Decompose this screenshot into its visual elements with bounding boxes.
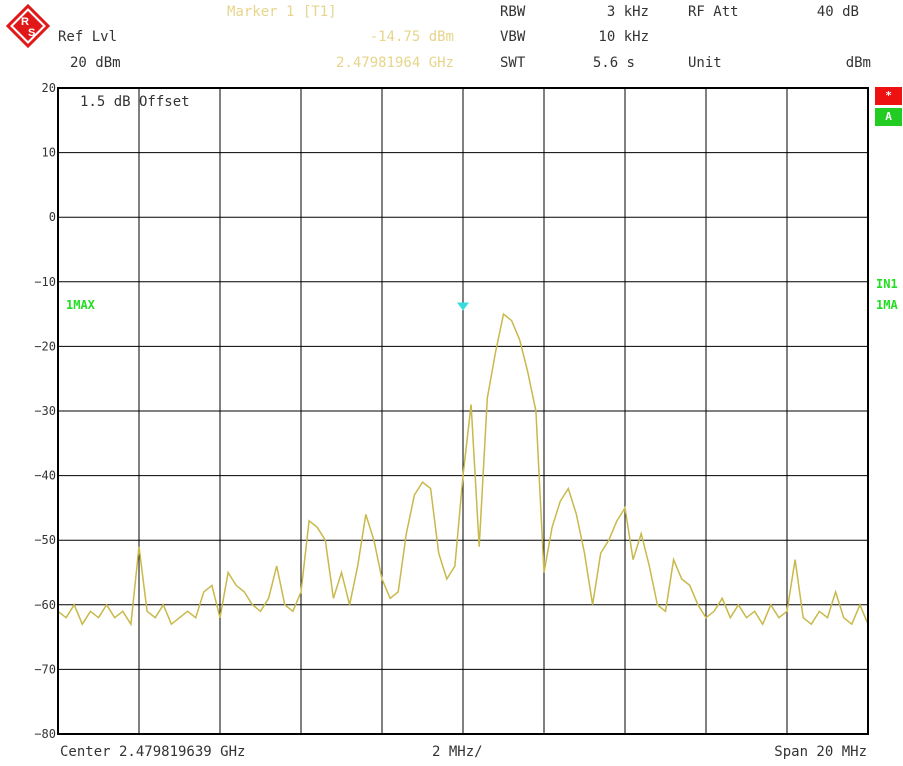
- offset-annotation: 1.5 dB Offset: [80, 94, 190, 110]
- grid: [58, 88, 868, 734]
- input-indicator: IN1: [876, 277, 898, 291]
- division-scale: 2 MHz/: [432, 744, 483, 760]
- span: Span 20 MHz: [774, 744, 867, 760]
- marker-frequency: 2.47981964 GHz: [335, 55, 454, 71]
- ref-level-value: 20 dBm: [70, 55, 121, 71]
- y-tick-label: −80: [34, 727, 56, 741]
- vbw-label: VBW: [500, 29, 526, 45]
- status-badge-a: A: [875, 108, 902, 126]
- swt-value: 5.6 s: [592, 55, 635, 71]
- swt-label: SWT: [500, 55, 526, 71]
- trace-line: [57, 312, 869, 627]
- y-tick-label: −60: [34, 598, 56, 612]
- rbw-value: 3 kHz: [606, 4, 649, 20]
- rf-att-label: RF Att: [688, 4, 739, 20]
- unit-value: dBm: [845, 55, 871, 71]
- y-tick-label: −30: [34, 404, 56, 418]
- ref-level-label: Ref Lvl: [58, 29, 118, 45]
- marker-title: Marker 1 [T1]: [227, 4, 337, 20]
- rbw-label: RBW: [500, 4, 526, 20]
- rf-att-value: 40 dB: [816, 4, 859, 20]
- vbw-value: 10 kHz: [598, 29, 649, 45]
- y-tick-label: −70: [34, 662, 56, 676]
- trace-mode-left: 1MAX: [66, 298, 95, 312]
- y-tick-label: −20: [34, 339, 56, 353]
- y-tick-label: 20: [42, 81, 56, 95]
- y-tick-label: −50: [34, 533, 56, 547]
- plot-frame: [57, 87, 869, 735]
- y-tick-label: −10: [34, 275, 56, 289]
- y-tick-label: −40: [34, 469, 56, 483]
- y-tick-label: 10: [42, 146, 56, 160]
- rohde-schwarz-logo-icon: R S: [6, 4, 50, 48]
- marker-level: -14.75 dBm: [369, 29, 454, 45]
- svg-text:S: S: [28, 27, 35, 39]
- unit-label: Unit: [688, 55, 722, 71]
- marker-1-icon: [457, 302, 469, 311]
- y-tick-labels: 20 10 0 −10 −20 −30 −40 −50 −60 −70 −80: [34, 81, 56, 741]
- trace-mode-right: 1MA: [876, 298, 898, 312]
- svg-text:R: R: [21, 16, 29, 28]
- status-badge-star: *: [875, 87, 902, 105]
- y-tick-label: 0: [49, 210, 56, 224]
- center-frequency: Center 2.479819639 GHz: [60, 744, 246, 760]
